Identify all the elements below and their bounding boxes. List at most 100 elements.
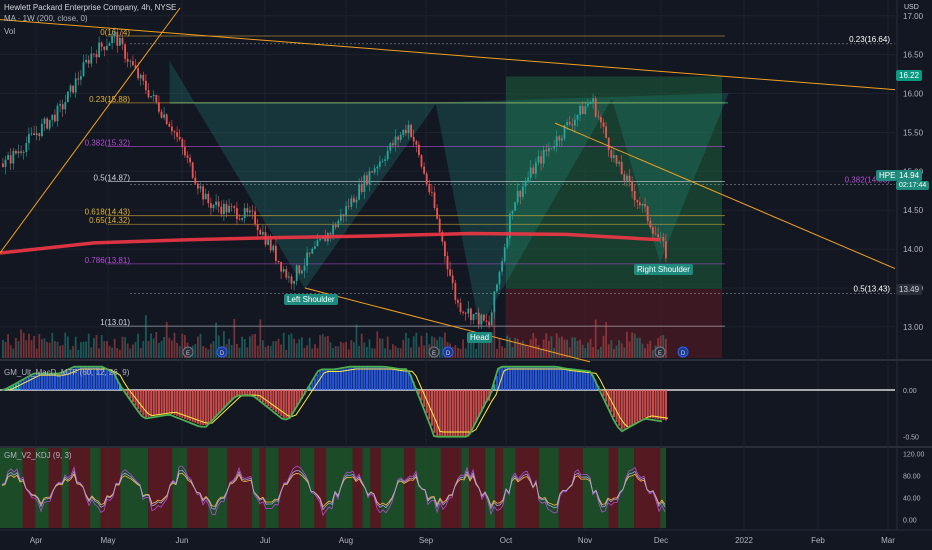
volume-bar	[249, 336, 251, 358]
volume-legend[interactable]: Vol	[4, 27, 16, 36]
volume-bar	[662, 335, 665, 358]
volume-bar	[95, 335, 98, 358]
candle-body	[527, 177, 529, 183]
candle-body	[597, 116, 600, 118]
macd-bar	[20, 381, 23, 390]
macd-bar	[324, 370, 327, 390]
volume-bar	[251, 334, 254, 358]
symbol-title[interactable]: Hewlett Packard Enterprise Company, 4h, …	[4, 3, 177, 12]
candle-body	[204, 193, 207, 200]
volume-bar	[529, 339, 532, 358]
volume-bar	[165, 321, 168, 358]
volume-bar	[321, 333, 324, 358]
macd-bar	[251, 390, 254, 396]
candle-body	[641, 203, 644, 206]
price-tag-16-22: 16.22	[896, 70, 923, 81]
macd-bar	[347, 368, 350, 390]
macd-bar	[464, 390, 467, 437]
volume-bar	[150, 333, 152, 358]
macd-bar	[22, 380, 25, 390]
candle-body	[592, 98, 594, 102]
volume-bar	[496, 348, 498, 358]
volume-bar	[618, 340, 620, 358]
volume-bar	[550, 336, 553, 358]
volume-bar	[121, 336, 124, 358]
macd-bar	[48, 374, 51, 390]
kdj-background-band	[300, 448, 315, 528]
volume-bar	[163, 337, 165, 358]
volume-bar	[80, 342, 82, 358]
kdj-background-band	[618, 448, 635, 528]
macd-bar	[646, 390, 649, 418]
macd-bar	[607, 390, 610, 407]
event-marker-3	[442, 346, 454, 358]
macd-bar	[571, 370, 574, 390]
candle-body	[514, 202, 516, 211]
macd-bar	[111, 372, 114, 390]
macd-bar	[340, 369, 342, 390]
macd-bar	[43, 374, 46, 390]
macd-bar	[386, 368, 389, 390]
candle-body	[561, 138, 563, 141]
kdj-background-band	[148, 448, 173, 528]
candle-body	[477, 312, 480, 325]
kdj-title[interactable]: GM_V2_KDJ (9, 3)	[4, 451, 72, 460]
volume-bar	[22, 332, 25, 358]
volume-bar	[542, 339, 545, 358]
ma-legend[interactable]: MA · 1W (200, close, 0)	[4, 14, 88, 23]
candle-body	[462, 311, 464, 313]
volume-bar	[181, 333, 184, 358]
right-fib-label-1: 0.382(14.83)	[845, 176, 891, 185]
macd-bar	[659, 390, 662, 420]
macd-bar	[290, 390, 293, 416]
macd-bar	[30, 376, 33, 390]
candle-body	[483, 314, 485, 321]
event-marker-label: E	[658, 351, 662, 357]
volume-bar	[368, 339, 371, 358]
candle-body	[210, 203, 212, 209]
macd-bar	[119, 383, 121, 390]
candle-body	[457, 299, 459, 303]
macd-bar	[600, 390, 602, 392]
macd-bar	[423, 390, 426, 407]
macd-bar	[262, 390, 264, 403]
kdj-background-band	[172, 448, 188, 528]
trendline-left	[0, 7, 181, 254]
volume-bar	[592, 346, 594, 358]
candle-body	[540, 156, 542, 164]
volume-bar	[298, 339, 301, 358]
macd-bar	[618, 390, 621, 426]
macd-tick-label: -0.50	[903, 435, 919, 442]
kdj-background-band	[370, 448, 381, 528]
candle-body	[228, 205, 230, 213]
candle-body	[319, 239, 321, 241]
macd-bar	[654, 390, 657, 419]
macd-bar	[345, 368, 348, 390]
candle-body	[184, 147, 186, 156]
macd-bar	[215, 390, 218, 416]
fib-label-1: 1(13.01)	[100, 318, 130, 327]
macd-bar	[623, 390, 626, 429]
macd-bar	[542, 366, 545, 390]
macd-bar	[225, 390, 228, 406]
candle-body	[358, 184, 360, 200]
macd-bar	[639, 390, 641, 421]
volume-bar	[69, 349, 72, 358]
macd-bar	[28, 377, 30, 390]
volume-bar	[113, 338, 116, 358]
kdj-background-band	[403, 448, 416, 528]
macd-bar	[381, 367, 384, 390]
candle-body	[132, 61, 134, 66]
candle-body	[329, 233, 332, 235]
candle-body	[308, 252, 311, 254]
macd-bar	[69, 369, 72, 390]
macd-bar	[355, 366, 358, 390]
macd-bar	[503, 366, 506, 390]
volume-bar	[256, 345, 259, 358]
candle-body	[178, 136, 181, 140]
kdj-background-band	[227, 448, 252, 528]
macd-title[interactable]: GM_Ult_MacD_MTF (60, 12, 26, 9)	[4, 368, 130, 377]
time-tick-label: 2022	[735, 536, 753, 545]
event-marker-label: E	[432, 351, 436, 357]
